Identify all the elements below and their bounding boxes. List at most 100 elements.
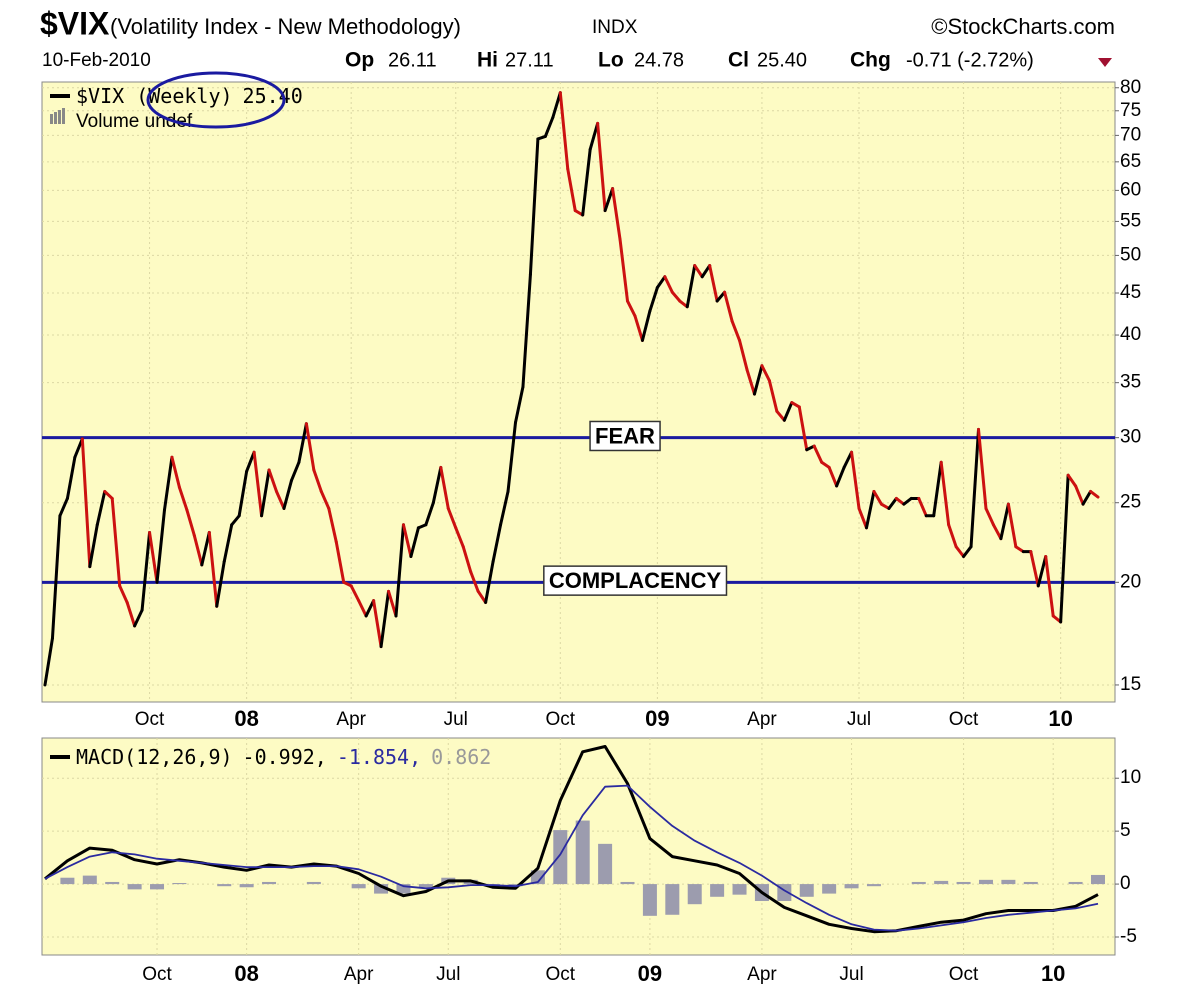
line-segment: [977, 427, 988, 510]
line-segment: [162, 455, 174, 512]
x-tick-label: Oct: [135, 709, 165, 730]
line-segment: [730, 319, 742, 342]
histogram-bar: [934, 880, 949, 885]
line-segment: [1036, 555, 1048, 588]
y-tick-label: 75: [1120, 100, 1141, 121]
description: (Volatility Index - New Methodology): [110, 14, 461, 39]
line-segment: [409, 526, 420, 559]
price-panel: [41, 81, 1116, 703]
line: [44, 745, 1099, 934]
line-segment: [820, 460, 831, 469]
line-segment: [327, 506, 338, 544]
line-segment: [401, 523, 413, 559]
line-segment: [484, 560, 495, 605]
date: 10-Feb-2010: [42, 50, 151, 71]
line-segment: [319, 489, 331, 510]
histogram-bar: [1091, 874, 1105, 885]
histogram-bar: [82, 875, 97, 885]
line-segment: [65, 455, 77, 500]
histogram-bar: [598, 843, 613, 885]
histogram-bar: [530, 870, 545, 885]
x-tick-label: 09: [645, 706, 669, 731]
line-segment: [476, 589, 488, 605]
histogram-bar: [799, 884, 814, 897]
line-segment: [1059, 473, 1070, 624]
line-segment: [723, 290, 734, 323]
x-tick-label: Oct: [546, 709, 576, 730]
line-segment: [513, 385, 525, 425]
line-segment: [312, 468, 323, 493]
line-segment: [387, 589, 398, 618]
y-tick-label: 60: [1120, 179, 1141, 200]
line-segment: [640, 309, 652, 342]
line-segment: [999, 502, 1010, 541]
line-segment: [454, 526, 465, 549]
histogram-bar: [1068, 881, 1083, 885]
line-segment: [170, 455, 181, 489]
line-segment: [118, 584, 129, 605]
legend: MACD(12,26,9) -0.992, -1.854, 0.862: [76, 745, 491, 769]
y-tick-label: 15: [1120, 674, 1141, 695]
line-segment: [304, 422, 316, 472]
line-segment: [693, 264, 704, 279]
line-segment: [1029, 550, 1040, 588]
y-tick-label: 25: [1120, 492, 1141, 513]
line-segment: [58, 496, 69, 518]
line-segment: [984, 506, 995, 527]
line-segment: [581, 147, 592, 217]
line-segment: [521, 272, 532, 389]
line-segment: [140, 530, 152, 612]
line-segment: [745, 368, 756, 396]
line-segment: [499, 489, 510, 527]
line-segment: [446, 506, 458, 530]
line-segment: [902, 496, 913, 506]
volume-icon: [54, 112, 57, 124]
line-segment: [364, 599, 376, 618]
histogram-bar: [418, 884, 433, 888]
line-segment: [782, 401, 794, 422]
line-segment: [95, 489, 107, 527]
line-segment: [835, 465, 846, 488]
line-segment: [633, 314, 644, 342]
line-segment: [1006, 502, 1018, 549]
source: ©StockCharts.com: [931, 14, 1115, 39]
histogram-bar: [172, 883, 187, 885]
legend-value: 25.40: [243, 84, 303, 108]
line-segment: [185, 508, 196, 538]
line-segment: [1089, 489, 1100, 499]
line-segment: [424, 501, 435, 527]
line-segment: [110, 496, 122, 588]
line-segment: [275, 489, 286, 510]
line-segment: [962, 545, 973, 559]
legend-name: MACD(12,26,9): [76, 745, 233, 769]
reference-label: COMPLACENCY: [549, 568, 722, 593]
histogram-bar: [575, 820, 590, 885]
y-tick-label: 80: [1120, 77, 1141, 98]
histogram-bar: [306, 881, 321, 885]
line-segment: [611, 187, 622, 241]
line-segment: [222, 523, 234, 564]
line-segment: [588, 121, 600, 151]
line-segment: [155, 508, 166, 584]
histogram-bar: [642, 884, 657, 916]
line-segment: [334, 540, 346, 584]
line-segment: [267, 468, 279, 493]
x-tick-label: Apr: [344, 964, 374, 985]
y-tick-label: 55: [1120, 210, 1141, 231]
line-segment: [43, 636, 54, 687]
histogram-bar: [978, 879, 993, 885]
line-segment: [700, 264, 712, 279]
quote-label: Chg: [850, 49, 891, 72]
line-segment: [543, 115, 555, 138]
line: [44, 784, 1099, 932]
line-segment: [103, 489, 114, 500]
line-segment: [685, 264, 697, 309]
line-segment: [864, 489, 876, 530]
histogram-bar: [822, 884, 837, 894]
y-tick-label: 0: [1120, 873, 1131, 894]
line-segment: [752, 364, 764, 396]
line-segment: [200, 530, 211, 567]
line-segment: [842, 450, 854, 469]
line-segment: [50, 514, 62, 640]
